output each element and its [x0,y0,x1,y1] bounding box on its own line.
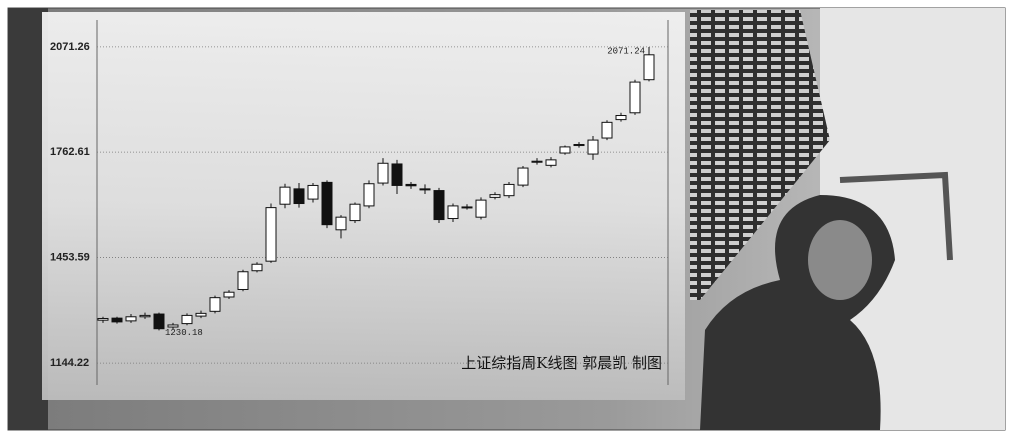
candle-body [293,188,305,205]
candle-body [559,146,571,154]
candle-body [111,317,123,323]
candle-body [447,205,459,220]
candle-body [643,54,655,81]
candle-body [391,163,403,186]
candle-body [531,160,543,163]
candle-body [195,312,207,317]
photo-left-dark [8,8,48,430]
candle-body [475,199,487,218]
photo-ticker-board [690,10,830,300]
candle-body [349,203,361,222]
candle-body [601,121,613,139]
candle-body [405,183,417,187]
candle-body [223,291,235,298]
photo-bracket [839,171,953,261]
photo-face [808,220,872,300]
candle-body [237,271,249,290]
candle-body [181,314,193,325]
candle-body [615,115,627,121]
y-tick-label: 1453.59 [50,251,90,263]
candle-body [629,81,641,114]
candle-body [265,207,277,262]
candle-body [139,314,151,318]
candle-body [545,159,557,166]
annotation: 1230.18 [165,328,203,338]
candle-body [503,183,515,197]
y-tick-label: 1144.22 [50,357,89,369]
candle-body [167,324,179,328]
candle-body [307,184,319,200]
y-tick-label: 1762.61 [50,146,90,158]
annotation: 2071.24 [607,46,645,56]
y-tick-label: 2071.26 [50,41,90,53]
candle-body [587,139,599,155]
candle-body [97,317,109,321]
candle-body [517,167,529,186]
candle-body [573,144,585,147]
candle-body [419,188,431,191]
candle-body [433,190,445,221]
candle-body [489,194,501,198]
candle-body [377,162,389,184]
candle-body [321,181,333,226]
candle-body [153,313,165,330]
candle-body [461,206,473,209]
caption: 上证综指周K线图 郭晨凯 制图 [461,354,662,372]
candle-body [279,186,291,205]
candle-body [125,316,137,322]
candle-body [251,263,263,272]
candle-body [363,183,375,207]
candle-body [209,297,221,312]
candle-body [335,216,347,231]
